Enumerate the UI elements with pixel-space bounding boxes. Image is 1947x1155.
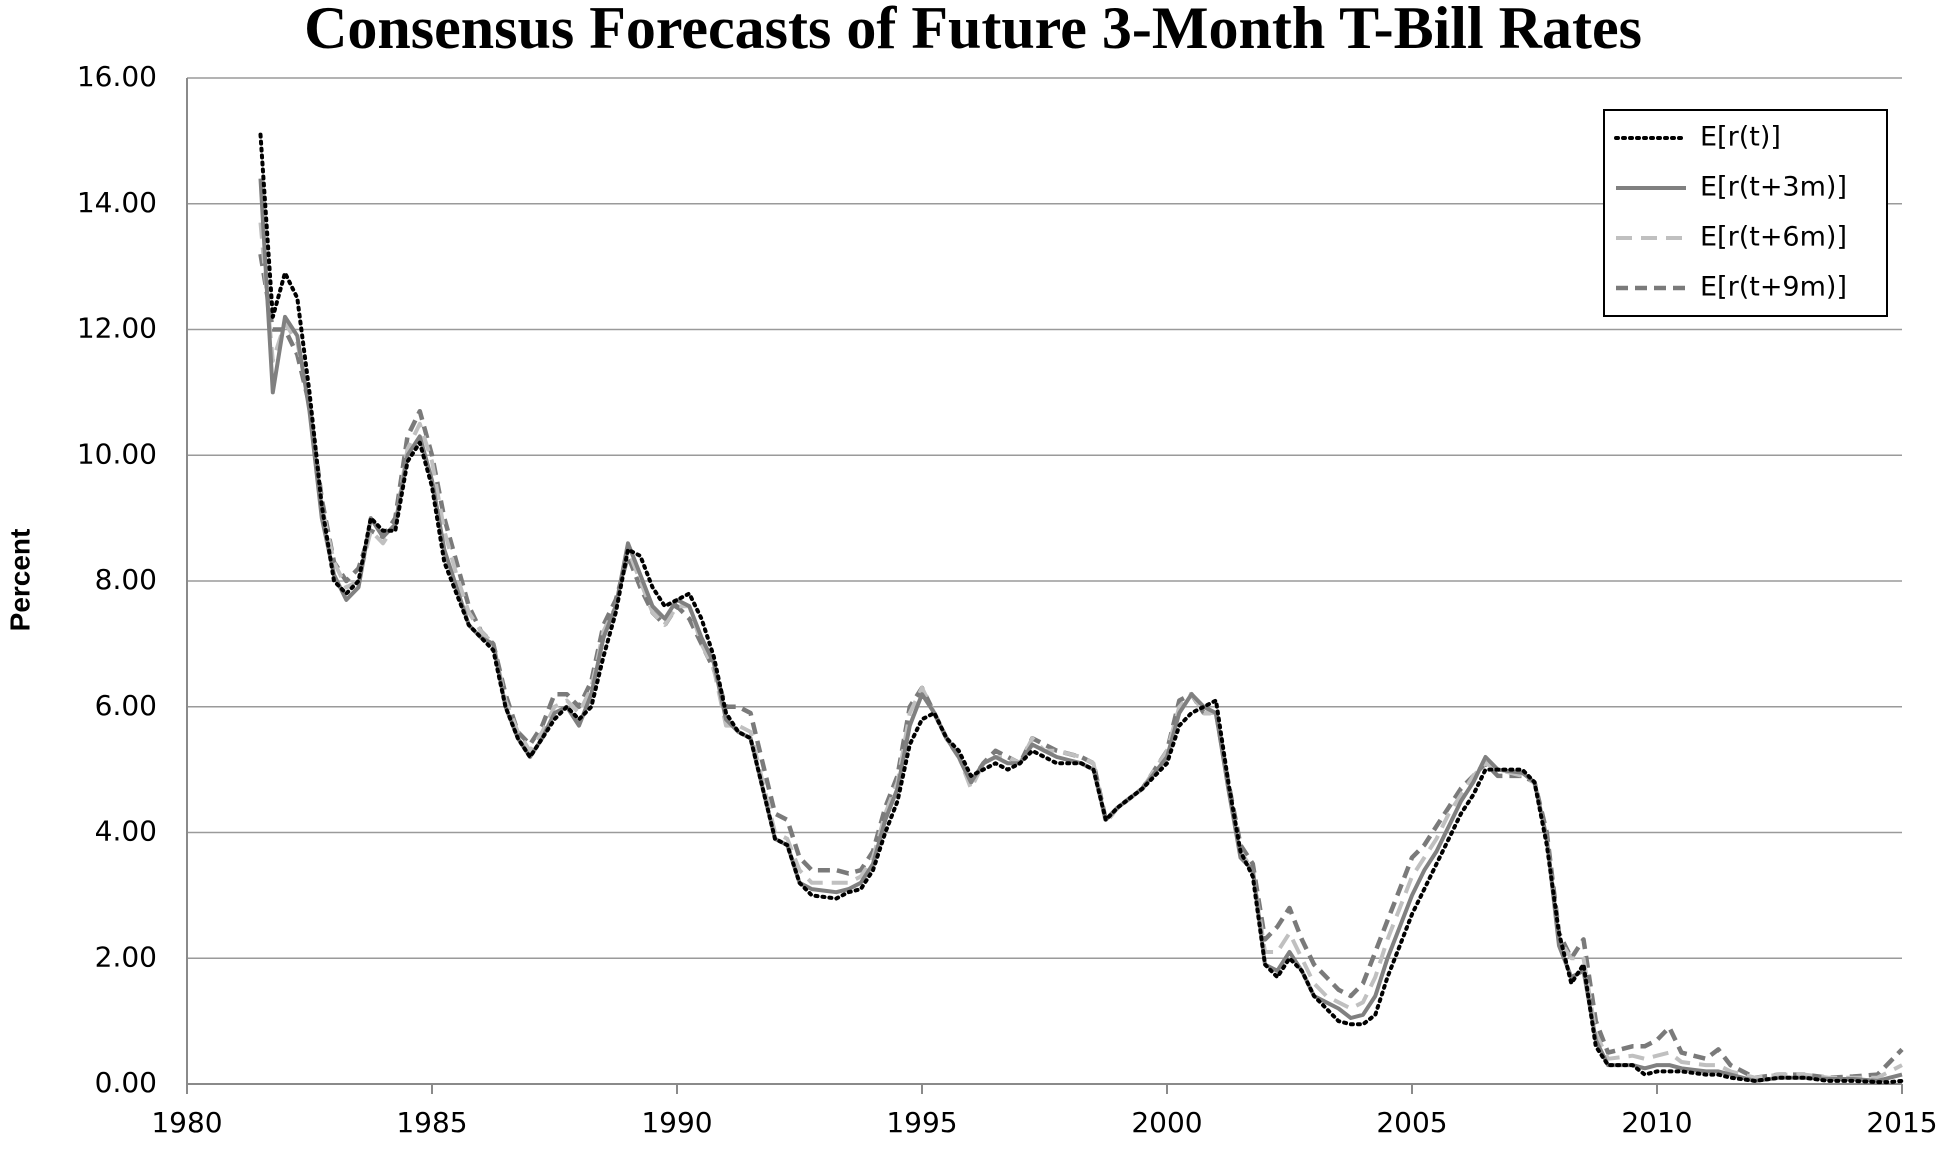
x-tick-label: 2015 <box>1866 1106 1937 1139</box>
x-tick-label: 2005 <box>1376 1106 1447 1139</box>
y-tick-label: 10.00 <box>77 437 157 470</box>
legend-box <box>1603 109 1888 317</box>
y-tick-label: 8.00 <box>95 563 157 596</box>
y-tick-label: 16.00 <box>77 60 157 93</box>
x-tick-label: 1980 <box>151 1106 222 1139</box>
series-line <box>258 253 1904 1080</box>
x-tick-label: 1990 <box>641 1106 712 1139</box>
x-tick-label: 2000 <box>1131 1106 1202 1139</box>
y-tick-label: 12.00 <box>77 312 157 345</box>
y-tick-label: 2.00 <box>95 940 157 973</box>
y-tick-label: 14.00 <box>77 186 157 219</box>
legend-label: E[r(t+6m)] <box>1700 222 1847 253</box>
y-tick-label: 0.00 <box>95 1066 157 1099</box>
y-tick-label: 4.00 <box>95 815 157 848</box>
legend-label: E[r(t+9m)] <box>1700 272 1847 303</box>
legend-label: E[r(t)] <box>1700 122 1781 153</box>
legend-label: E[r(t+3m)] <box>1700 172 1847 203</box>
y-tick-label: 6.00 <box>95 689 157 722</box>
x-tick-label: 1985 <box>396 1106 467 1139</box>
series-line <box>258 222 1903 1080</box>
series-line <box>258 132 1904 1085</box>
y-axis-label: Percent <box>4 529 35 632</box>
x-tick-label: 2010 <box>1621 1106 1692 1139</box>
x-tick-label: 1995 <box>886 1106 957 1139</box>
chart-title: Consensus Forecasts of Future 3-Month T-… <box>304 0 1642 61</box>
